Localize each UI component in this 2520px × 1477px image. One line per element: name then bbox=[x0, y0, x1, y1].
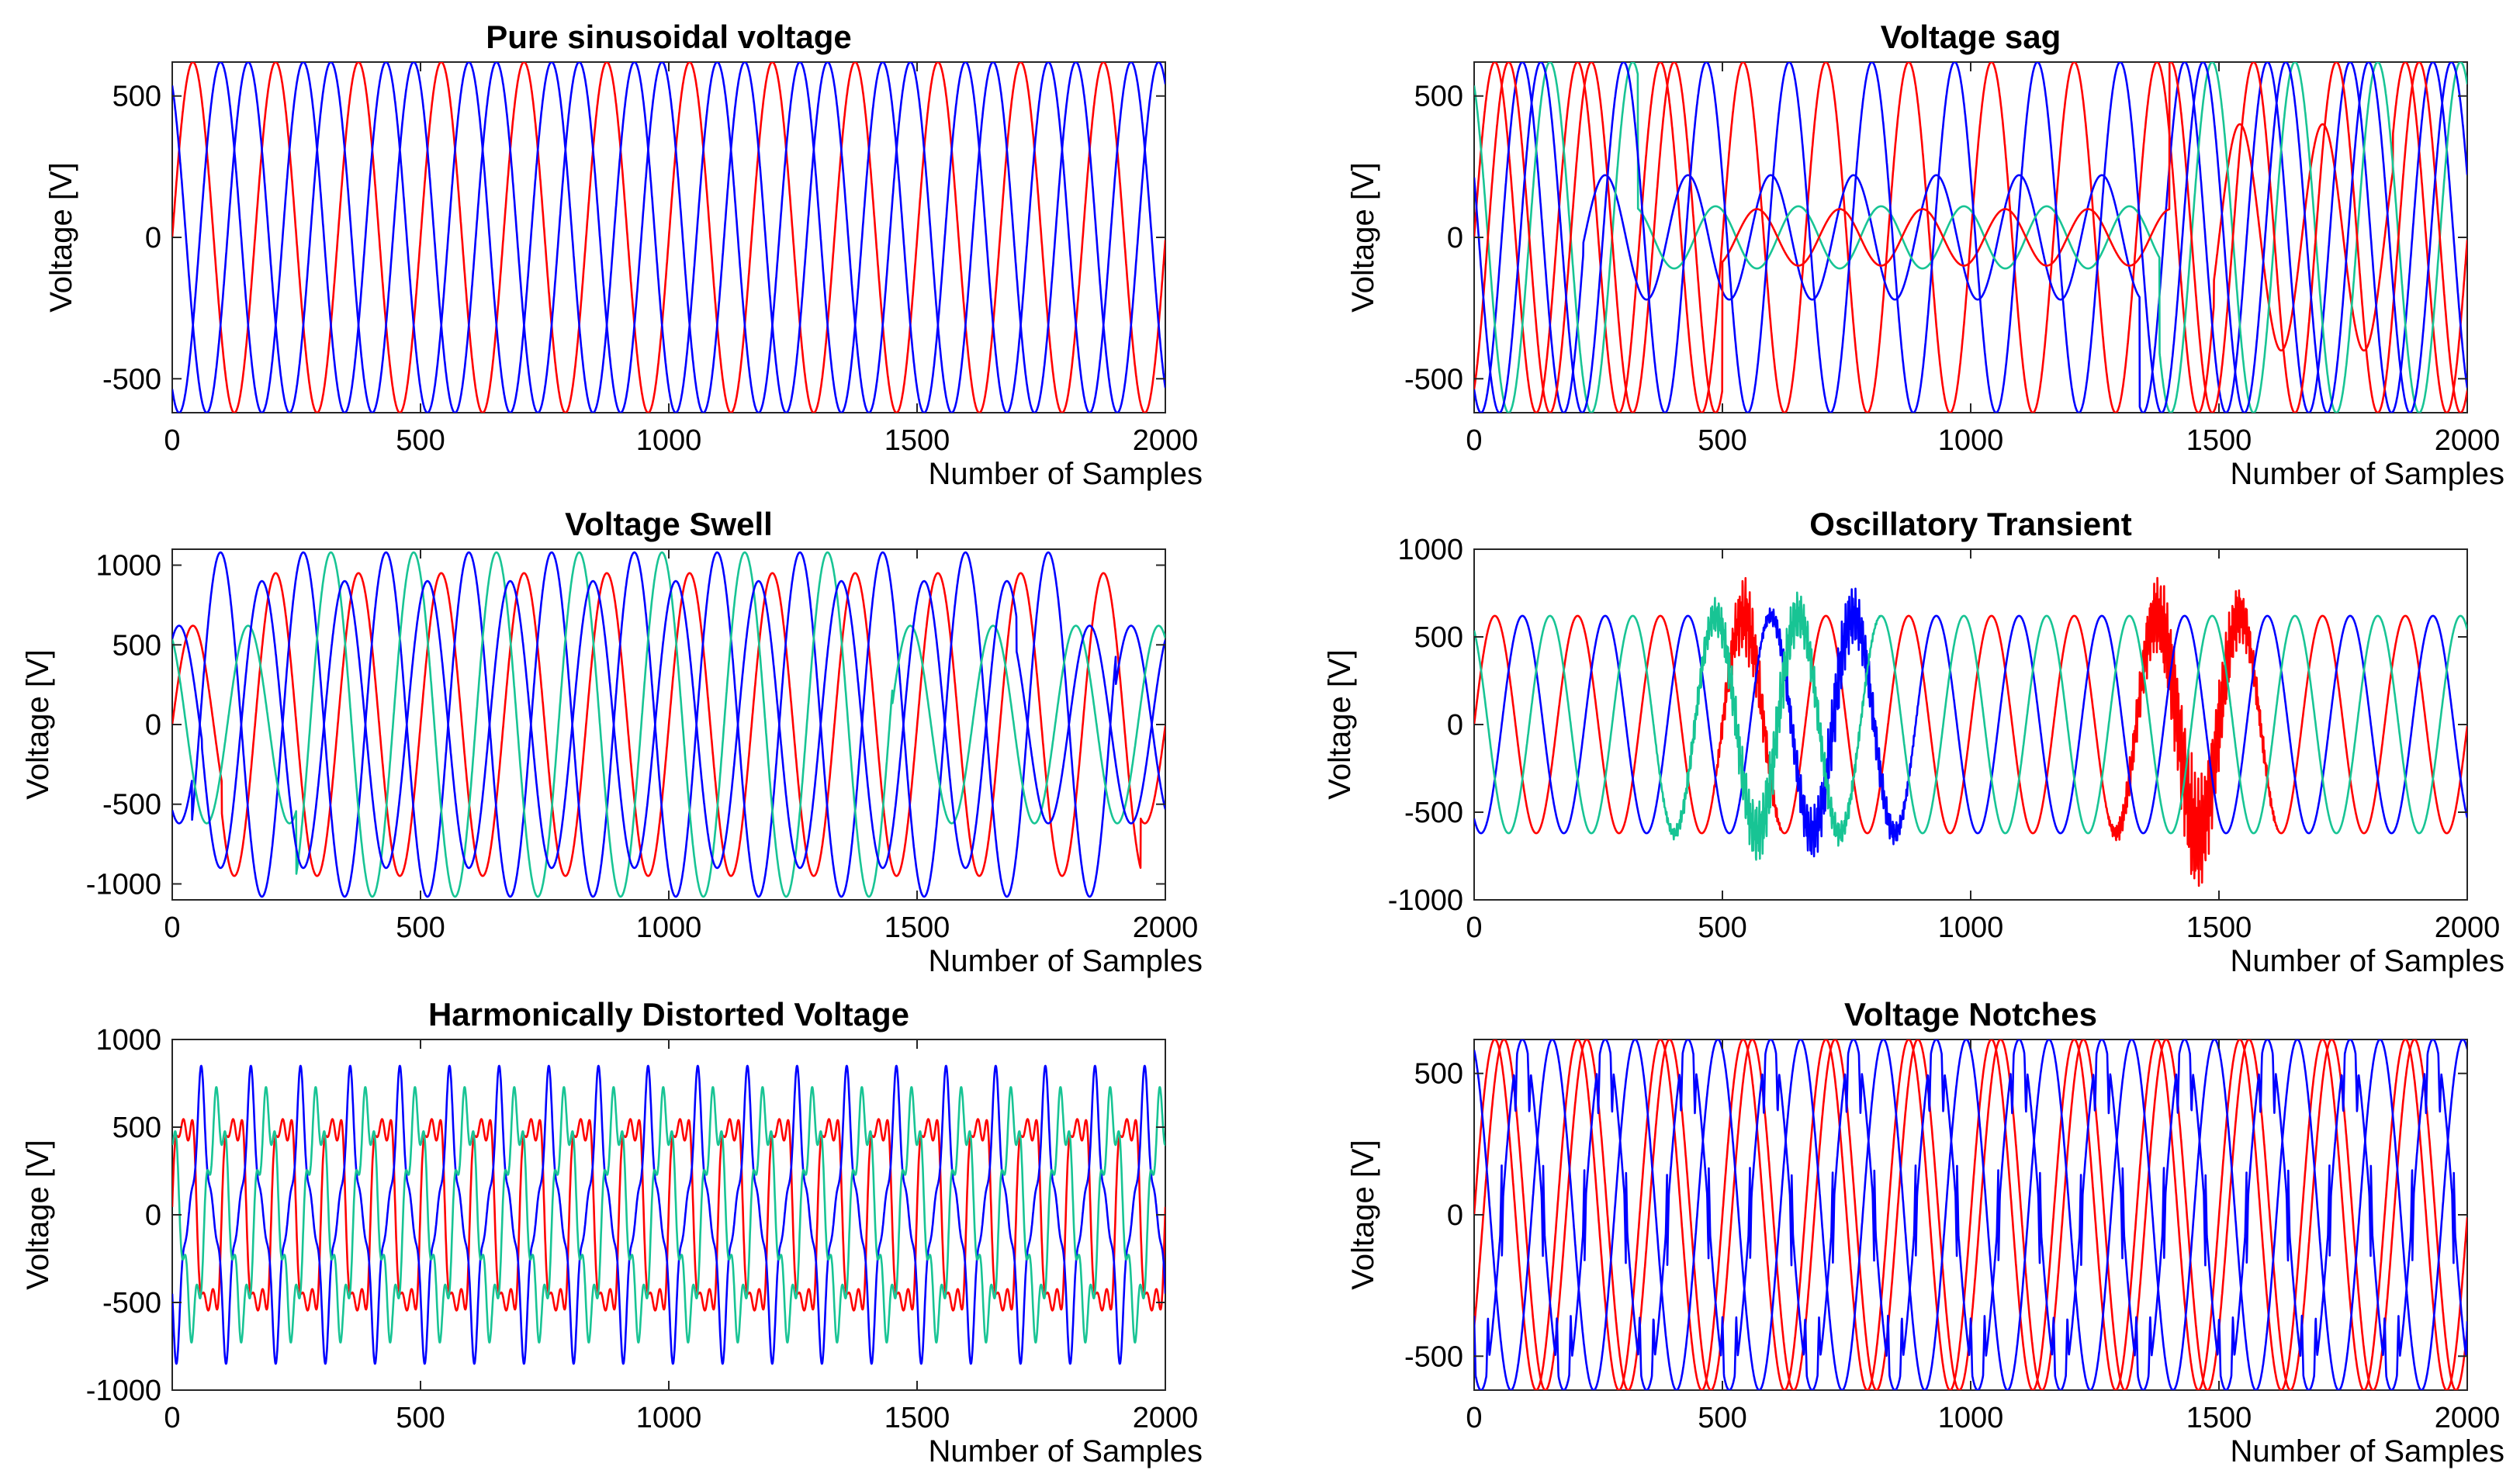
y-tick-label: -500 bbox=[1404, 363, 1463, 396]
chart-swell: 0 500 1000 1500 2000 -1000 -500 0 500 1000 Voltage… bbox=[21, 506, 1203, 978]
y-tick-label: -500 bbox=[102, 789, 161, 822]
x-tick-label: 1000 bbox=[1938, 911, 2004, 944]
y-tick-label: 500 bbox=[1414, 621, 1463, 654]
x-tick-label: 0 bbox=[1466, 1402, 1482, 1434]
y-tick-label: 500 bbox=[112, 629, 161, 662]
series-phase-c bbox=[172, 62, 1165, 413]
chart-title: Voltage Swell bbox=[565, 506, 773, 542]
y-tick-label: -1000 bbox=[86, 1375, 161, 1407]
x-tick-label: 2000 bbox=[2435, 424, 2501, 457]
chart-title: Voltage Notches bbox=[1844, 996, 2097, 1033]
y-axis-label: Voltage [V] bbox=[44, 162, 78, 312]
x-tick-label: 500 bbox=[1698, 911, 1746, 944]
y-tick-label: 1000 bbox=[95, 1024, 161, 1057]
x-axis-label: Number of Samples bbox=[929, 944, 1203, 978]
x-tick-label: 2000 bbox=[2435, 1402, 2501, 1434]
x-tick-label: 1500 bbox=[2186, 1402, 2252, 1434]
x-axis-label: Number of Samples bbox=[2231, 457, 2504, 491]
y-tick-label: -500 bbox=[1404, 1340, 1463, 1373]
y-tick-label: 0 bbox=[1447, 709, 1463, 742]
x-tick-label: 0 bbox=[1466, 911, 1482, 944]
y-tick-label: 1000 bbox=[95, 550, 161, 583]
x-tick-label: 1500 bbox=[2186, 424, 2252, 457]
series-phase-b2 bbox=[1474, 62, 2467, 413]
y-tick-label: 0 bbox=[1447, 1199, 1463, 1232]
x-tick-label: 500 bbox=[396, 911, 445, 944]
chart-harmonic: 0 500 1000 1500 2000 -1000 -500 0 500 1000 Harmoni… bbox=[21, 996, 1203, 1468]
chart-transient: 0 500 1000 1500 2000 -1000 -500 0 500 1000 Oscilla… bbox=[1323, 506, 2504, 978]
series-phase-b bbox=[1474, 1039, 2467, 1390]
series-phase-b bbox=[1474, 587, 2467, 858]
chart-title: Oscillatory Transient bbox=[1809, 506, 2132, 542]
x-tick-label: 1500 bbox=[884, 1402, 950, 1434]
y-tick-label: 500 bbox=[112, 1112, 161, 1144]
y-axis-label: Voltage [V] bbox=[1346, 1140, 1380, 1289]
series-phase-c bbox=[1474, 62, 2467, 413]
y-tick-label: -1000 bbox=[1388, 884, 1463, 917]
y-tick-label: -1000 bbox=[86, 868, 161, 901]
series-phase-a bbox=[172, 1118, 1165, 1312]
x-tick-label: 500 bbox=[1698, 424, 1746, 457]
x-tick-label: 1500 bbox=[884, 424, 950, 457]
y-axis-label: Voltage [V] bbox=[1346, 162, 1380, 312]
x-tick-label: 2000 bbox=[1133, 911, 1199, 944]
x-tick-label: 1000 bbox=[636, 1402, 702, 1434]
x-axis-label: Number of Samples bbox=[2231, 944, 2504, 978]
y-tick-label: -500 bbox=[102, 363, 161, 396]
y-tick-label: 0 bbox=[145, 1199, 161, 1232]
x-tick-label: 2000 bbox=[1133, 1402, 1199, 1434]
y-tick-label: 1000 bbox=[1397, 534, 1463, 566]
y-tick-label: 500 bbox=[1414, 1058, 1463, 1091]
series-phase-b bbox=[172, 62, 1165, 413]
x-axis-label: Number of Samples bbox=[929, 457, 1203, 491]
series-phase-a bbox=[1474, 1039, 2467, 1390]
x-axis-label: Number of Samples bbox=[929, 1434, 1203, 1468]
y-tick-label: 500 bbox=[112, 81, 161, 113]
y-tick-label: 0 bbox=[1447, 222, 1463, 254]
series-phase-c bbox=[172, 551, 1165, 898]
x-tick-label: 1000 bbox=[1938, 1402, 2004, 1434]
x-tick-label: 1000 bbox=[636, 424, 702, 457]
x-tick-label: 0 bbox=[164, 1402, 180, 1434]
series-phase-a bbox=[172, 62, 1165, 413]
x-tick-label: 2000 bbox=[1133, 424, 1199, 457]
x-tick-label: 500 bbox=[396, 424, 445, 457]
y-axis-label: Voltage [V] bbox=[21, 1140, 55, 1289]
x-tick-label: 0 bbox=[164, 424, 180, 457]
x-tick-label: 1000 bbox=[636, 911, 702, 944]
y-tick-label: -500 bbox=[102, 1287, 161, 1320]
series-phase-a bbox=[1474, 62, 2467, 413]
chart-title: Pure sinusoidal voltage bbox=[486, 19, 851, 55]
x-tick-label: 500 bbox=[396, 1402, 445, 1434]
x-tick-label: 0 bbox=[164, 911, 180, 944]
series-phase-c bbox=[172, 1086, 1165, 1344]
y-axis-label: Voltage [V] bbox=[1323, 649, 1357, 799]
series-phase-c bbox=[1474, 1039, 2467, 1390]
y-tick-label: 500 bbox=[1414, 81, 1463, 113]
x-tick-label: 0 bbox=[1466, 424, 1482, 457]
x-tick-label: 1000 bbox=[1938, 424, 2004, 457]
y-tick-label: -500 bbox=[1404, 797, 1463, 829]
x-tick-label: 2000 bbox=[2435, 911, 2501, 944]
x-tick-label: 500 bbox=[1698, 1402, 1746, 1434]
series-phase-c bbox=[1474, 591, 2467, 861]
y-tick-label: 0 bbox=[145, 222, 161, 254]
chart-title: Voltage sag bbox=[1881, 19, 2061, 55]
series-phase-b bbox=[172, 1064, 1165, 1365]
series-phase-b2 bbox=[172, 579, 1165, 870]
series-phase-a bbox=[172, 572, 1165, 877]
chart-title: Harmonically Distorted Voltage bbox=[428, 996, 909, 1033]
series-phase-a bbox=[1474, 576, 2467, 887]
x-axis-label: Number of Samples bbox=[2231, 1434, 2504, 1468]
x-tick-label: 1500 bbox=[2186, 911, 2252, 944]
series-phase-b bbox=[172, 551, 1165, 898]
x-tick-label: 1500 bbox=[884, 911, 950, 944]
y-axis-label: Voltage [V] bbox=[21, 649, 55, 799]
y-tick-label: 0 bbox=[145, 709, 161, 742]
series-phase-a2 bbox=[1474, 62, 2467, 413]
